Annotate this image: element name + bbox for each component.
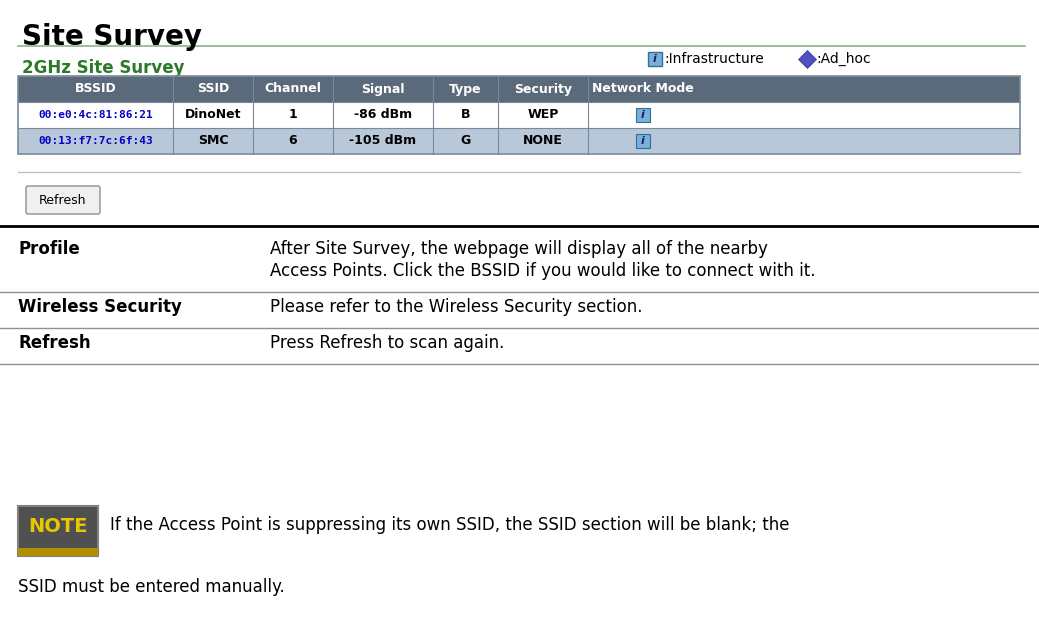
Text: 6: 6: [289, 135, 297, 147]
Text: After Site Survey, the webpage will display all of the nearby: After Site Survey, the webpage will disp…: [270, 240, 768, 258]
Text: :Ad_hoc: :Ad_hoc: [816, 52, 871, 66]
Bar: [18, 76, 1020, 102]
Text: 1: 1: [289, 109, 297, 122]
Text: SSID: SSID: [196, 82, 230, 95]
Text: i: i: [641, 136, 645, 146]
Text: i: i: [654, 54, 657, 64]
Bar: [18, 506, 98, 556]
Text: Refresh: Refresh: [18, 334, 90, 352]
Bar: [636, 108, 650, 122]
Text: Channel: Channel: [265, 82, 321, 95]
Text: Press Refresh to scan again.: Press Refresh to scan again.: [270, 334, 504, 352]
Bar: [18, 548, 98, 556]
Text: -86 dBm: -86 dBm: [354, 109, 412, 122]
Text: BSSID: BSSID: [75, 82, 116, 95]
Text: Wireless Security: Wireless Security: [18, 298, 182, 316]
Text: Security: Security: [514, 82, 572, 95]
Text: 00:13:f7:7c:6f:43: 00:13:f7:7c:6f:43: [38, 136, 153, 146]
Text: SMC: SMC: [197, 135, 229, 147]
Text: -105 dBm: -105 dBm: [349, 135, 417, 147]
Text: NONE: NONE: [523, 135, 563, 147]
Text: Please refer to the Wireless Security section.: Please refer to the Wireless Security se…: [270, 298, 642, 316]
Text: 2GHz Site Survey: 2GHz Site Survey: [22, 59, 185, 77]
Bar: [18, 102, 1020, 128]
Text: WEP: WEP: [528, 109, 559, 122]
Text: G: G: [460, 135, 471, 147]
Text: i: i: [641, 110, 645, 120]
FancyBboxPatch shape: [26, 186, 100, 214]
Text: 00:e0:4c:81:86:21: 00:e0:4c:81:86:21: [38, 110, 153, 120]
Bar: [18, 128, 1020, 154]
Text: Site Survey: Site Survey: [22, 23, 202, 51]
Text: SSID must be entered manually.: SSID must be entered manually.: [18, 578, 285, 596]
Text: Profile: Profile: [18, 240, 80, 258]
Text: If the Access Point is suppressing its own SSID, the SSID section will be blank;: If the Access Point is suppressing its o…: [110, 516, 790, 534]
Text: Refresh: Refresh: [39, 193, 86, 207]
Text: B: B: [460, 109, 471, 122]
Text: Type: Type: [449, 82, 482, 95]
Text: Signal: Signal: [362, 82, 405, 95]
Text: :Infrastructure: :Infrastructure: [664, 52, 764, 66]
Text: DinoNet: DinoNet: [185, 109, 241, 122]
Bar: [636, 134, 650, 148]
Bar: [18, 76, 1020, 154]
Bar: [648, 52, 662, 66]
Text: Access Points. Click the BSSID if you would like to connect with it.: Access Points. Click the BSSID if you wo…: [270, 262, 816, 280]
Text: Network Mode: Network Mode: [592, 82, 694, 95]
Text: NOTE: NOTE: [28, 517, 87, 537]
